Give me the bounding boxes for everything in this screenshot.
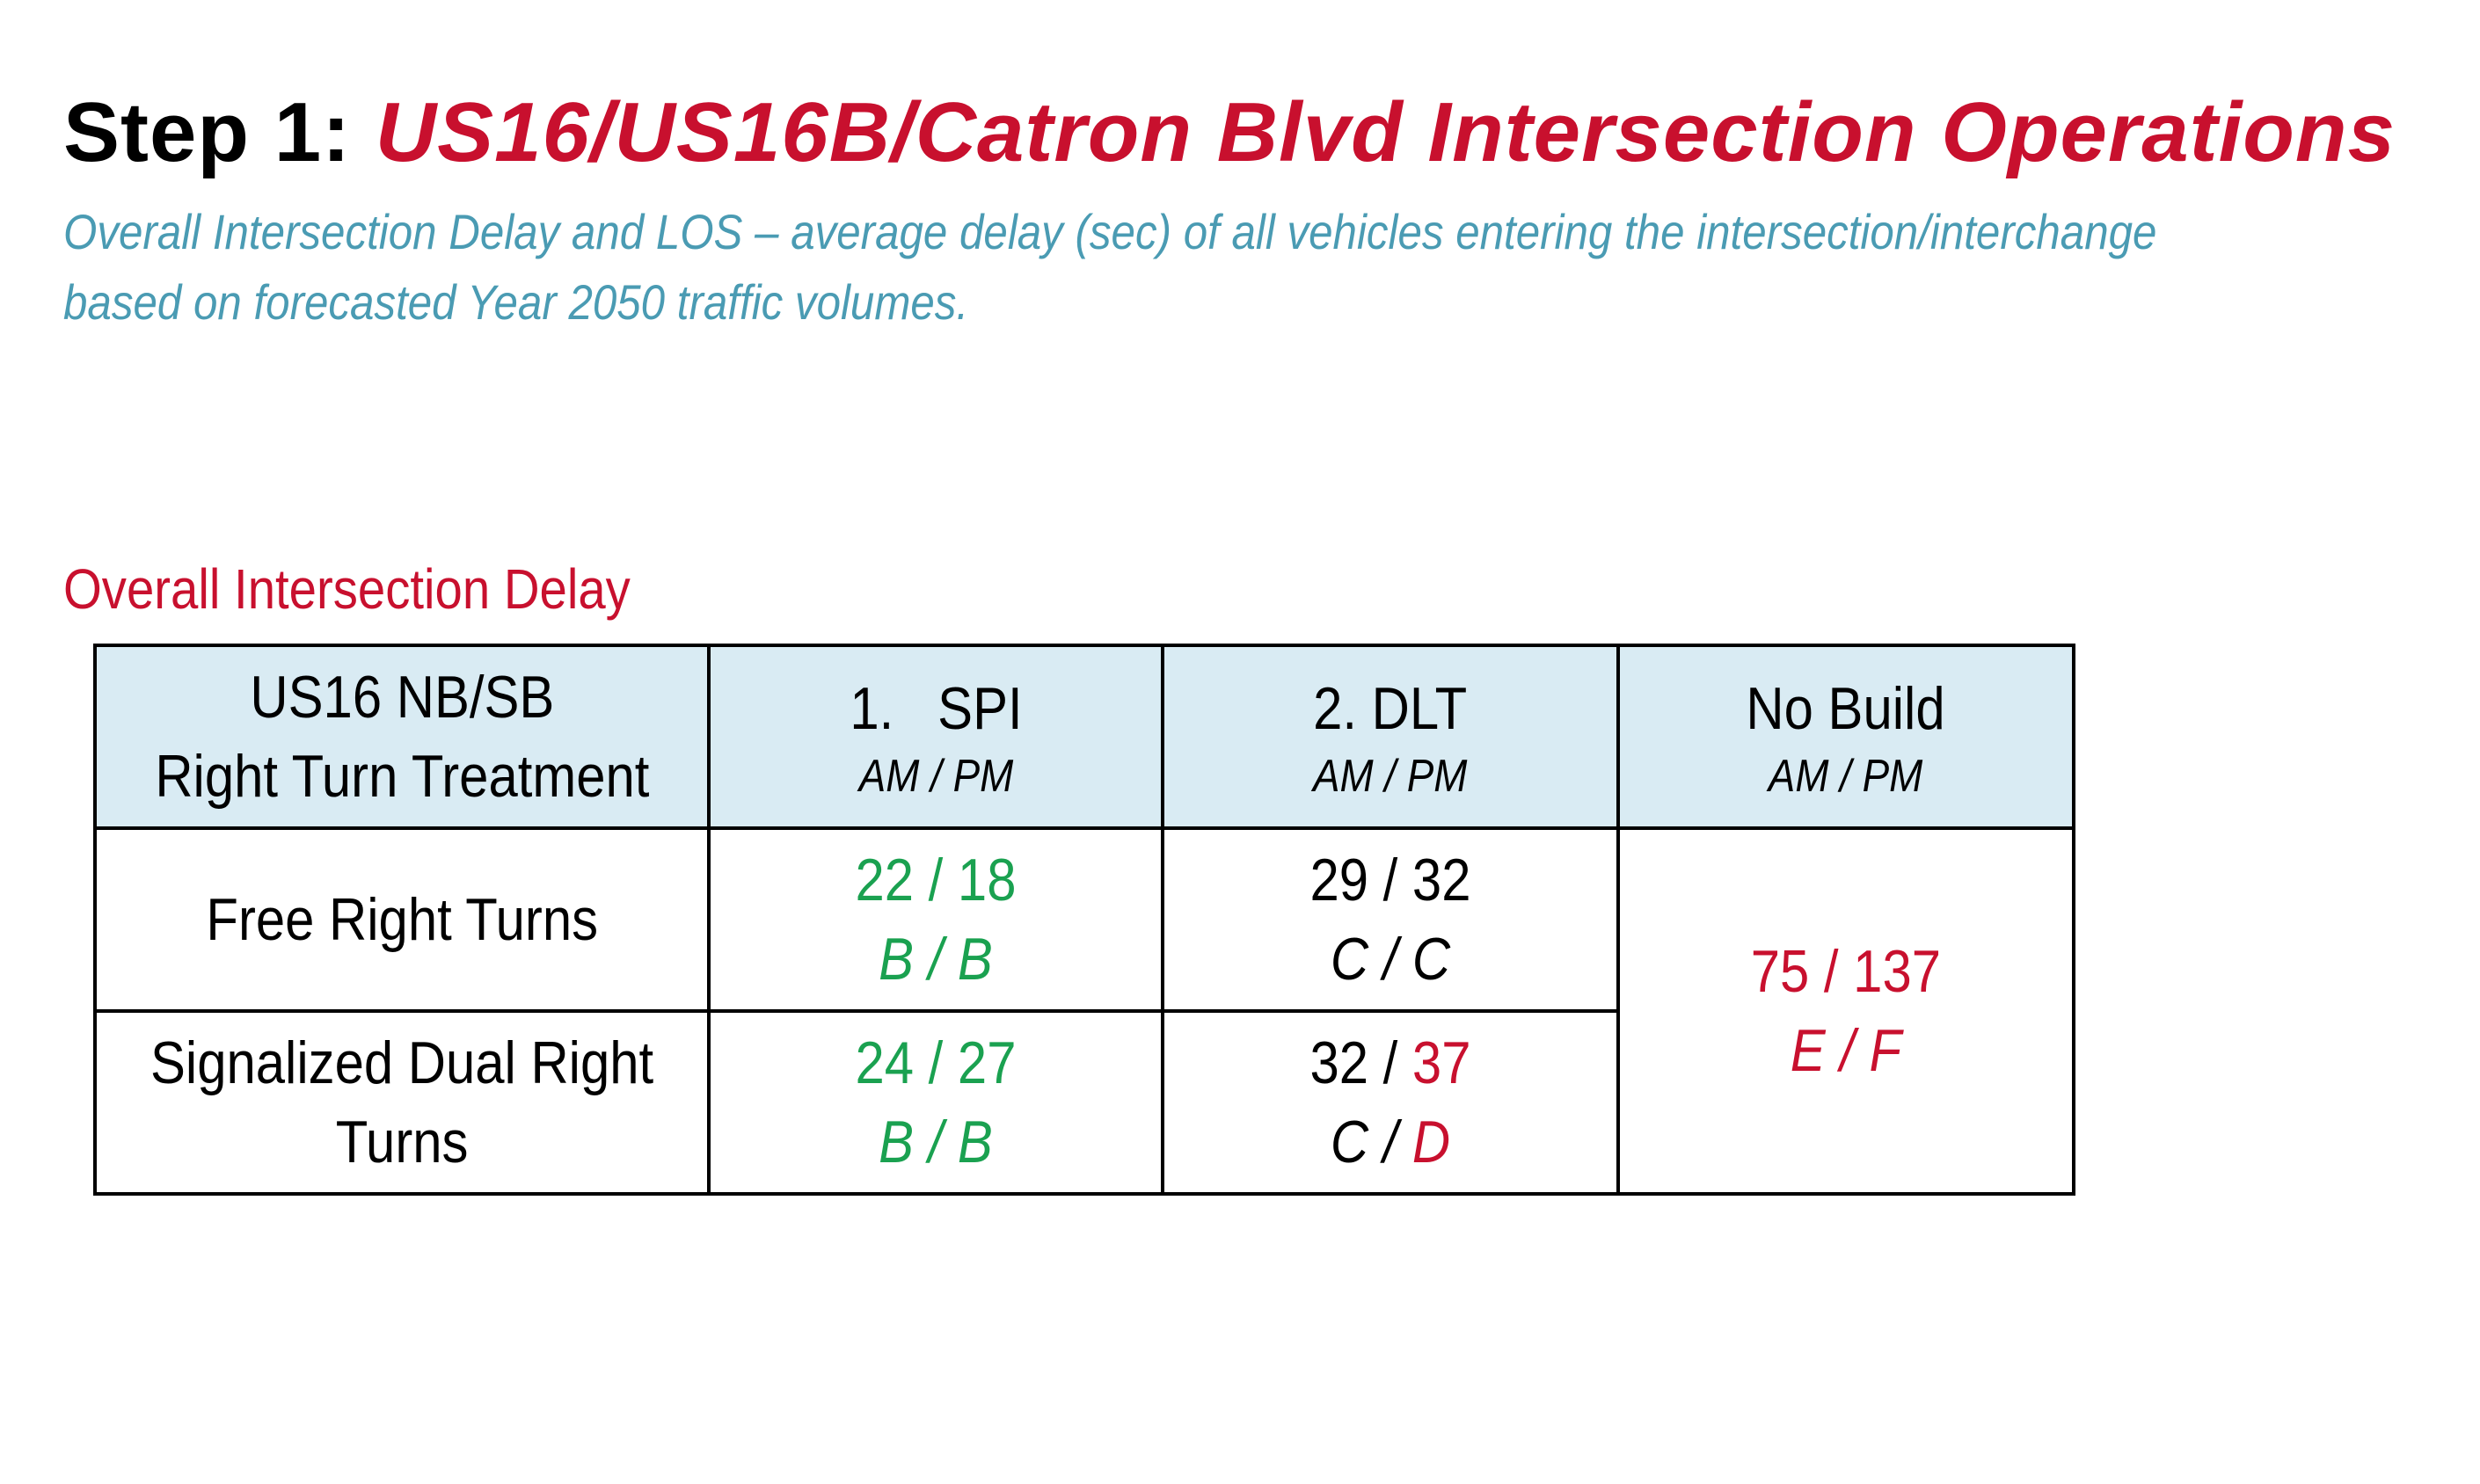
header-no-build-sub: AM / PM: [1769, 751, 1923, 802]
no-build-cell: 75 / 137 E / F: [1616, 826, 2075, 1196]
dlt-los-pm: C: [1411, 926, 1451, 993]
header-no-build-title: No Build: [1746, 675, 1946, 742]
row-label-free-right-turns: Free Right Turns: [93, 826, 711, 1013]
title-step: Step 1:: [63, 85, 352, 179]
header-spi: 1. SPI AM / PM: [707, 644, 1164, 830]
dlt-los-am: C: [1330, 1109, 1369, 1175]
dlt-cell: 32 / 37 C / D: [1161, 1009, 1620, 1196]
page-title: Step 1: US16/US16B/Catron Blvd Intersect…: [63, 81, 2396, 185]
header-no-build: No Build AM / PM: [1616, 644, 2075, 830]
header-dlt-title: 2. DLT: [1313, 675, 1468, 742]
subtitle-line-2: based on forecasted Year 2050 traffic vo…: [63, 274, 969, 330]
row-label-text: Free Right Turns: [206, 886, 598, 953]
dlt-los-pm: D: [1411, 1109, 1451, 1175]
dlt-cell: 29 / 32 C / C: [1161, 826, 1620, 1013]
header-spi-title: 1. SPI: [849, 675, 1023, 742]
dlt-delay-pm: 32: [1411, 847, 1471, 913]
table-row: Signalized Dual Right Turns 24 / 27 B / …: [93, 1009, 2074, 1196]
header-dlt: 2. DLT AM / PM: [1161, 644, 1620, 830]
table-header-row: US16 NB/SB Right Turn Treatment 1. SPI A…: [93, 644, 2075, 830]
header-treatment-line-1: US16 NB/SB: [250, 664, 554, 731]
dlt-delay-am: 32: [1309, 1029, 1369, 1096]
spi-delay-value: 22 / 18: [855, 847, 1017, 913]
row-label-line-2: Turns: [335, 1109, 469, 1175]
title-topic: US16/US16B/Catron Blvd Intersection Oper…: [375, 85, 2396, 179]
dlt-delay-pm: 37: [1411, 1029, 1471, 1096]
header-treatment-line-2: Right Turn Treatment: [154, 743, 650, 810]
intersection-delay-table: US16 NB/SB Right Turn Treatment 1. SPI A…: [93, 644, 2075, 1196]
spi-cell: 24 / 27 B / B: [707, 1009, 1164, 1196]
subtitle-line-1: Overall Intersection Delay and LOS – ave…: [63, 204, 2157, 259]
spi-los-value: B / B: [879, 1109, 993, 1175]
dlt-delay-am: 29: [1309, 847, 1369, 913]
no-build-los-value: E / F: [1790, 1017, 1902, 1084]
spi-los-value: B / B: [879, 926, 993, 993]
header-spi-sub: AM / PM: [858, 751, 1013, 802]
dlt-los-am: C: [1330, 926, 1369, 993]
no-build-delay-value: 75 / 137: [1750, 938, 1942, 1005]
page-subtitle: Overall Intersection Delay and LOS – ave…: [63, 197, 2157, 338]
row-label-signalized-dual-right-turns: Signalized Dual Right Turns: [93, 1009, 711, 1196]
section-heading: Overall Intersection Delay: [63, 557, 631, 621]
header-dlt-sub: AM / PM: [1313, 751, 1468, 802]
table-row: Free Right Turns 22 / 18 B / B 29 / 32 C…: [93, 826, 2075, 1196]
row-label-line-1: Signalized Dual Right: [150, 1029, 654, 1096]
spi-delay-value: 24 / 27: [855, 1029, 1017, 1096]
header-treatment: US16 NB/SB Right Turn Treatment: [93, 644, 711, 830]
spi-cell: 22 / 18 B / B: [707, 826, 1164, 1013]
